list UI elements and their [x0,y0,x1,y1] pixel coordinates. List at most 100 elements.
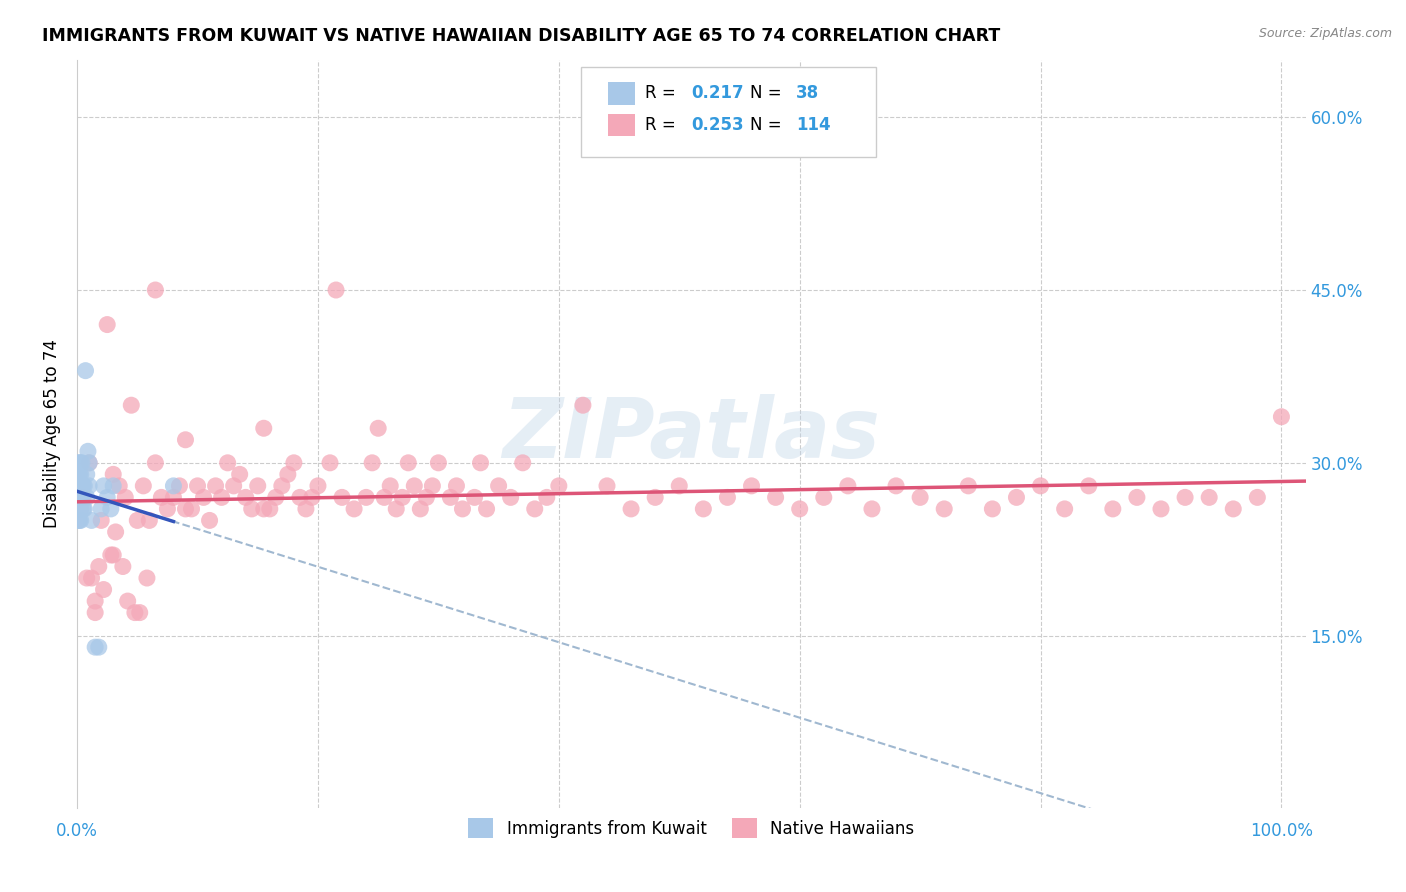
Point [439,491,461,505]
Point [934,502,956,516]
Text: N =: N = [751,116,787,134]
Point [72,491,94,505]
Point [523,502,546,516]
Legend: Immigrants from Kuwait, Native Hawaiians: Immigrants from Kuwait, Native Hawaiians [461,812,921,845]
Text: IMMIGRANTS FROM KUWAIT VS NATIVE HAWAIIAN DISABILITY AGE 65 TO 74 CORRELATION CH: IMMIGRANTS FROM KUWAIT VS NATIVE HAWAIIA… [42,27,1001,45]
Point [330,491,353,505]
Point [235,491,257,505]
Point [72,479,94,493]
Point [295,502,318,516]
Point [860,502,883,516]
Y-axis label: Disability Age 65 to 74: Disability Age 65 to 74 [44,340,60,528]
Point [1198,491,1220,505]
Point [186,479,208,493]
Point [536,491,558,505]
Point [127,513,149,527]
Point [84,640,107,655]
Point [77,456,100,470]
Point [145,283,167,297]
Point [80,571,103,585]
Point [644,491,666,505]
Point [193,491,215,505]
Text: 0.253: 0.253 [692,116,744,134]
Point [70,479,93,493]
Point [409,502,432,516]
Text: ZIPatlas: ZIPatlas [502,393,880,475]
Point [124,606,146,620]
Point [169,479,191,493]
Point [67,467,90,482]
Point [180,502,202,516]
Point [547,479,569,493]
Point [136,571,159,585]
Point [67,456,90,470]
Point [69,513,91,527]
Point [77,444,100,458]
Text: 100.0%: 100.0% [1250,822,1313,840]
Point [373,491,395,505]
Point [104,524,127,539]
Point [422,479,444,493]
Point [1246,491,1268,505]
Point [77,479,100,493]
Text: 38: 38 [796,85,818,103]
FancyBboxPatch shape [581,67,876,157]
Text: 0.0%: 0.0% [56,822,98,840]
Point [76,467,98,482]
Point [120,398,142,412]
Point [217,456,239,470]
Point [73,502,96,516]
Point [77,456,100,470]
Point [475,502,498,516]
Point [325,283,347,297]
Point [103,479,125,493]
Point [451,502,474,516]
Point [463,491,485,505]
Point [156,502,179,516]
Text: R =: R = [644,85,681,103]
Point [69,491,91,505]
Point [668,479,690,493]
Point [90,513,112,527]
Point [307,479,329,493]
Point [301,491,323,505]
Point [396,456,419,470]
Point [132,479,155,493]
Point [69,491,91,505]
Point [1270,409,1292,424]
Point [404,479,426,493]
Point [908,491,931,505]
Point [174,433,197,447]
Point [572,398,595,412]
Point [488,479,510,493]
Point [70,456,93,470]
Point [1053,502,1076,516]
Point [253,502,276,516]
Point [103,467,125,482]
Point [499,491,522,505]
Point [93,479,115,493]
Text: R =: R = [644,116,681,134]
Point [716,491,738,505]
FancyBboxPatch shape [607,82,634,104]
Point [957,479,980,493]
Point [87,559,110,574]
Point [1222,502,1244,516]
Text: 0.217: 0.217 [692,85,744,103]
Point [692,502,714,516]
Point [240,502,263,516]
Point [69,456,91,470]
Point [76,491,98,505]
Point [446,479,468,493]
Point [512,456,534,470]
Point [114,491,136,505]
Point [67,479,90,493]
Point [69,479,91,493]
Point [246,479,269,493]
Point [67,513,90,527]
Point [73,479,96,493]
Point [319,456,342,470]
Point [69,513,91,527]
Text: Source: ZipAtlas.com: Source: ZipAtlas.com [1258,27,1392,40]
Point [69,502,91,516]
